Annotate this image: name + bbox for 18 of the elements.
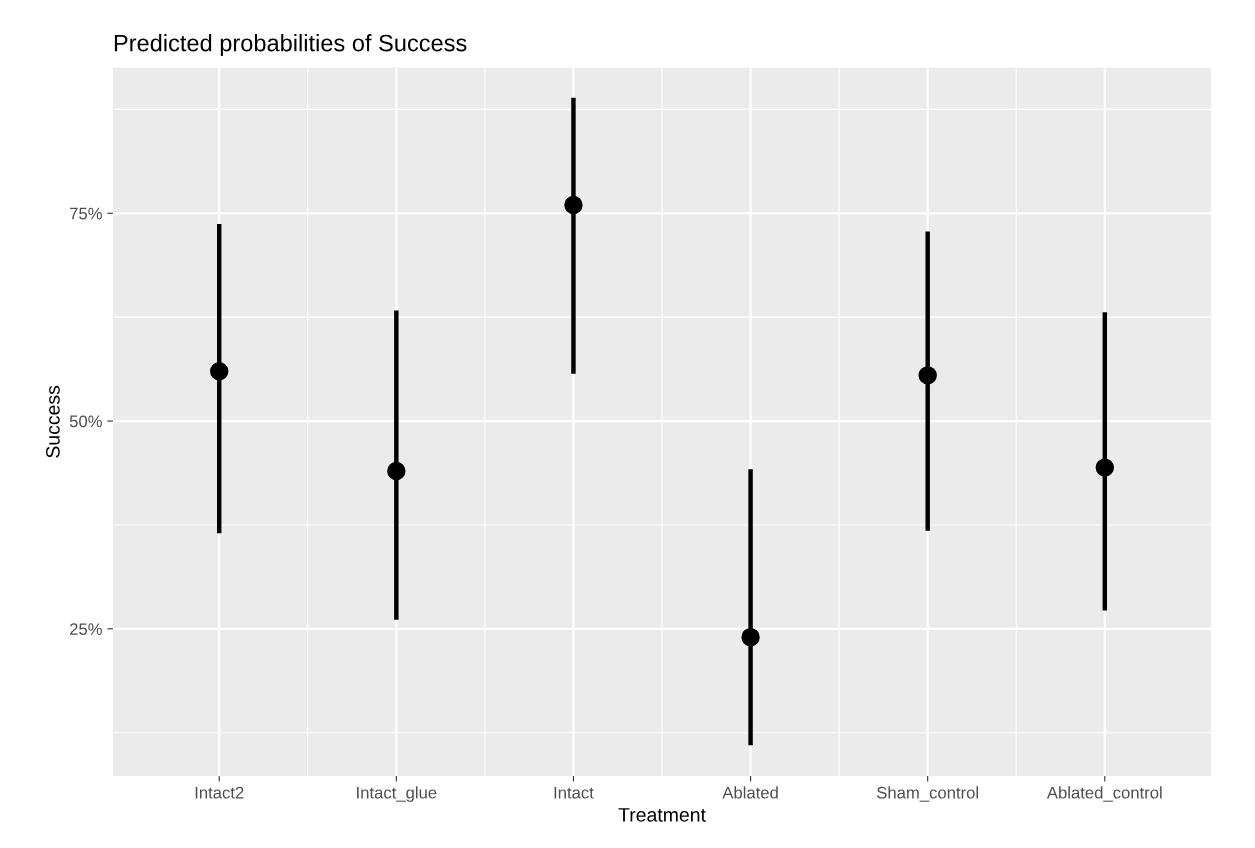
x-tick-label: Sham_control (877, 786, 978, 802)
point (387, 461, 406, 481)
x-tick-label: Ablated_control (1046, 786, 1162, 802)
point (210, 361, 229, 381)
x-axis-title: Treatment (618, 808, 706, 822)
x-tick-label: Intact_glue (357, 786, 437, 802)
point (918, 366, 937, 385)
x-tick-label: Intact2 (195, 786, 244, 799)
y-tick-label: 25% (70, 623, 102, 636)
point (1095, 458, 1115, 477)
x-tick-label: Ablated (722, 786, 778, 799)
y-tick-label: 50% (69, 415, 102, 428)
chart-title: Predicted probabilities of Success (114, 34, 467, 57)
point (741, 627, 760, 647)
point (564, 195, 583, 215)
y-axis-title: Success (46, 385, 60, 458)
x-tick-label: Intact (554, 786, 594, 799)
y-tick-label: 75% (70, 207, 102, 220)
